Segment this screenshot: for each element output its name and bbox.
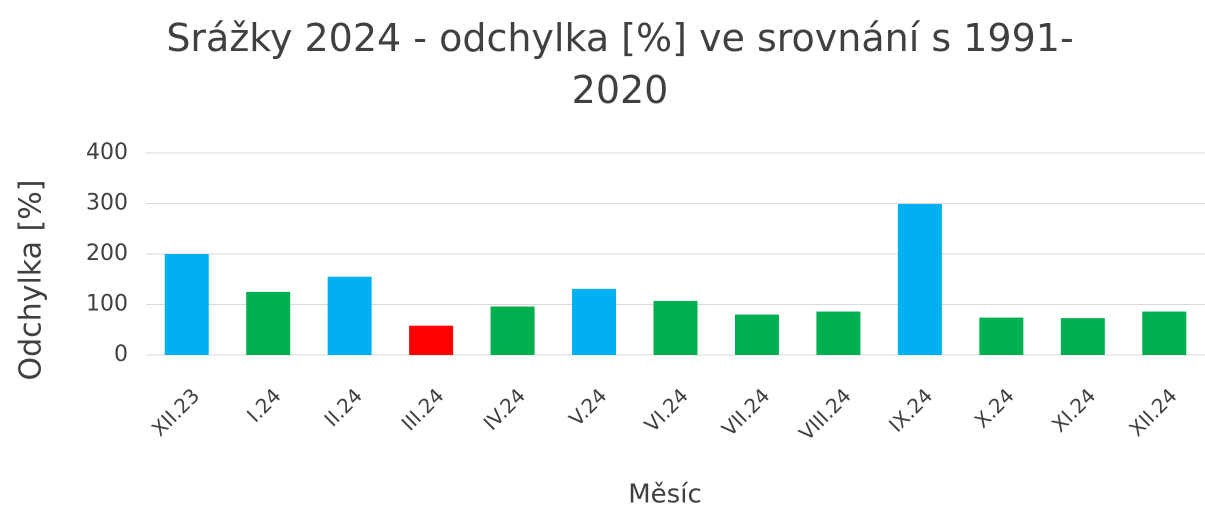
- x-tick-label: VI.24: [640, 383, 693, 436]
- x-tick-label: XI.24: [1047, 383, 1100, 436]
- bar: [327, 276, 372, 355]
- x-tick-label: I.24: [242, 383, 286, 427]
- bar: [734, 314, 779, 355]
- y-axis-title: Odchylka [%]: [14, 180, 49, 381]
- bar: [409, 325, 454, 355]
- x-tick-label: V.24: [564, 383, 611, 430]
- x-tick-label: III.24: [397, 383, 449, 435]
- bar: [653, 300, 698, 355]
- y-tick-label: 300: [86, 191, 128, 216]
- bar: [490, 306, 535, 355]
- x-tick-label: IX.24: [884, 383, 937, 436]
- bar: [1060, 318, 1105, 355]
- y-tick-label: 400: [86, 140, 128, 165]
- y-tick-label: 200: [86, 241, 128, 266]
- y-tick-label: 0: [114, 342, 128, 367]
- x-tick-label: IV.24: [479, 383, 530, 434]
- y-tick-label: 100: [86, 292, 128, 317]
- x-tick-label: XII.24: [1124, 383, 1181, 440]
- x-axis-title: Měsíc: [628, 480, 702, 510]
- x-tick-label: VII.24: [717, 383, 774, 440]
- bar: [164, 254, 209, 355]
- chart-title: Srážky 2024 - odchylka [%] ve srovnání s…: [166, 16, 1074, 112]
- x-tick-label: XII.23: [147, 383, 204, 440]
- x-tick-label: VIII.24: [794, 383, 856, 445]
- bar: [816, 311, 861, 355]
- bar: [1142, 311, 1187, 355]
- x-tick-label: II.24: [319, 383, 367, 431]
- bar: [897, 204, 942, 355]
- bar: [246, 291, 291, 355]
- bar: [979, 317, 1024, 355]
- x-tick-label: X.24: [970, 383, 1019, 432]
- bar: [572, 288, 617, 355]
